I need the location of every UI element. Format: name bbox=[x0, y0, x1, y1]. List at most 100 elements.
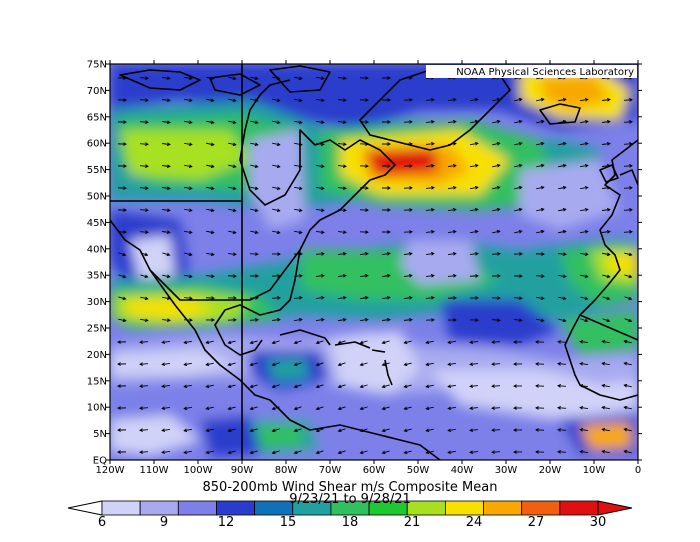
wind-vector-arrow-icon bbox=[382, 251, 391, 256]
wind-vector-arrow-icon bbox=[557, 362, 566, 366]
wind-vector-arrow-icon bbox=[470, 252, 479, 256]
wind-vector-arrow-icon bbox=[227, 384, 236, 389]
wind-vector-arrow-icon bbox=[293, 384, 302, 389]
wind-vector-arrow-icon bbox=[425, 450, 434, 455]
wind-vector-arrow-icon bbox=[448, 163, 457, 168]
wind-vector-arrow-icon bbox=[360, 273, 369, 278]
wind-vector-arrow-icon bbox=[294, 142, 303, 147]
wind-vector-arrow-icon bbox=[139, 428, 149, 432]
lat-tick-label: 50N bbox=[87, 192, 107, 203]
wind-vector-arrow-icon bbox=[271, 406, 280, 411]
wind-vector-arrow-icon bbox=[469, 450, 478, 455]
wind-vector-arrow-icon bbox=[557, 450, 566, 454]
wind-vector-arrow-icon bbox=[469, 340, 478, 345]
wind-vector-arrow-icon bbox=[514, 318, 523, 323]
wind-vector-arrow-icon bbox=[316, 295, 325, 300]
wind-vector-arrow-icon bbox=[117, 164, 127, 168]
wind-vector-arrow-icon bbox=[272, 208, 281, 213]
wind-vector-arrow-icon bbox=[492, 97, 501, 102]
wind-vector-arrow-icon bbox=[271, 450, 280, 455]
wind-vector-arrow-icon bbox=[161, 384, 170, 389]
wind-vector-arrow-icon bbox=[294, 76, 303, 81]
wind-vector-arrow-icon bbox=[404, 273, 413, 278]
wind-vector-arrow-icon bbox=[403, 450, 412, 455]
credit-box bbox=[426, 65, 637, 78]
wind-vector-arrow-icon bbox=[316, 120, 325, 125]
wind-vector-arrow-icon bbox=[381, 76, 391, 80]
figure-title: 850-200mb Wind Shear m/s Composite Mean bbox=[202, 480, 498, 495]
wind-vector-arrow-icon bbox=[250, 164, 259, 169]
wind-vector-arrow-icon bbox=[425, 362, 434, 367]
wind-vector-arrow-icon bbox=[536, 141, 545, 146]
wind-vector-arrow-icon bbox=[513, 428, 523, 432]
wind-vector-arrow-icon bbox=[404, 295, 413, 300]
wind-vector-arrow-icon bbox=[535, 406, 545, 410]
lat-tick-label: 5N bbox=[93, 429, 107, 440]
wind-vector-arrow-icon bbox=[536, 296, 545, 301]
wind-vector-arrow-icon bbox=[469, 318, 479, 322]
wind-vector-arrow-icon bbox=[470, 119, 479, 124]
wind-vector-arrow-icon bbox=[250, 76, 259, 81]
wind-vector-arrow-icon bbox=[272, 317, 281, 322]
wind-vector-arrow-icon bbox=[184, 230, 193, 235]
wind-vector-arrow-icon bbox=[579, 449, 588, 454]
wind-vector-arrow-icon bbox=[184, 252, 193, 257]
wind-vector-arrow-icon bbox=[491, 450, 501, 454]
wind-vector-arrow-icon bbox=[162, 142, 171, 147]
wind-vector-arrow-icon bbox=[469, 274, 479, 278]
wind-vector-arrow-icon bbox=[470, 163, 479, 168]
wind-vector-arrow-icon bbox=[536, 185, 545, 190]
wind-vector-arrow-icon bbox=[293, 340, 302, 345]
wind-vector-arrow-icon bbox=[250, 142, 259, 147]
wind-vector-arrow-icon bbox=[294, 296, 303, 300]
wind-vector-arrow-icon bbox=[470, 185, 479, 190]
wind-vector-arrow-icon bbox=[139, 76, 149, 80]
wind-vector-arrow-icon bbox=[536, 163, 545, 168]
wind-vector-arrow-icon bbox=[227, 406, 236, 411]
wind-vector-arrow-icon bbox=[426, 273, 435, 278]
wind-vector-arrow-icon bbox=[338, 164, 347, 168]
wind-vector-arrow-icon bbox=[294, 98, 303, 103]
wind-vector-arrow-icon bbox=[316, 98, 325, 103]
wind-vector-arrow-icon bbox=[183, 384, 192, 389]
wind-vector-arrow-icon bbox=[381, 230, 391, 234]
wind-vector-arrow-icon bbox=[316, 164, 325, 169]
wind-vector-arrow-icon bbox=[602, 252, 611, 257]
wind-vector-arrow-icon bbox=[228, 186, 237, 191]
wind-vector-arrow-icon bbox=[579, 361, 588, 366]
wind-vector-arrow-icon bbox=[469, 406, 478, 411]
wind-vector-arrow-icon bbox=[360, 295, 369, 300]
wind-vector-arrow-icon bbox=[403, 186, 413, 190]
wind-vector-arrow-icon bbox=[623, 449, 632, 454]
wind-vector-arrow-icon bbox=[558, 296, 567, 301]
wind-vector-arrow-icon bbox=[426, 230, 435, 234]
wind-vector-arrow-icon bbox=[579, 339, 588, 344]
wind-vector-arrow-icon bbox=[359, 120, 369, 124]
lat-tick-label: 65N bbox=[87, 112, 107, 123]
wind-vector-arrow-icon bbox=[316, 142, 325, 147]
colorbar-label: 6 bbox=[98, 515, 106, 530]
wind-vector-arrow-icon bbox=[425, 428, 434, 433]
reference-lines bbox=[110, 64, 638, 460]
wind-vector-arrow-icon bbox=[448, 207, 457, 212]
wind-vector-arrow-icon bbox=[140, 274, 149, 279]
wind-vector-arrow-icon bbox=[381, 428, 390, 433]
wind-vector-arrow-icon bbox=[558, 252, 567, 256]
wind-vector-arrow-icon bbox=[470, 141, 479, 146]
wind-vector-arrow-icon bbox=[558, 163, 567, 168]
wind-vector-arrow-icon bbox=[227, 428, 236, 433]
wind-vector-arrow-icon bbox=[315, 450, 324, 455]
wind-vector-arrow-icon bbox=[272, 120, 281, 125]
wind-vector-arrow-icon bbox=[117, 120, 127, 124]
wind-vector-arrow-icon bbox=[536, 97, 545, 102]
wind-vector-arrow-icon bbox=[602, 185, 611, 190]
wind-vector-arrow-icon bbox=[337, 362, 346, 367]
wind-vector-arrow-icon bbox=[228, 208, 237, 213]
wind-vector-arrow-icon bbox=[579, 427, 588, 432]
wind-vector-arrow-icon bbox=[139, 98, 149, 102]
wind-vector-arrow-icon bbox=[139, 340, 149, 344]
wind-vector-arrow-icon bbox=[602, 318, 611, 323]
wind-vector-arrow-icon bbox=[403, 362, 412, 367]
lat-tick-label: 55N bbox=[87, 165, 107, 176]
wind-vector-arrow-icon bbox=[359, 142, 369, 146]
